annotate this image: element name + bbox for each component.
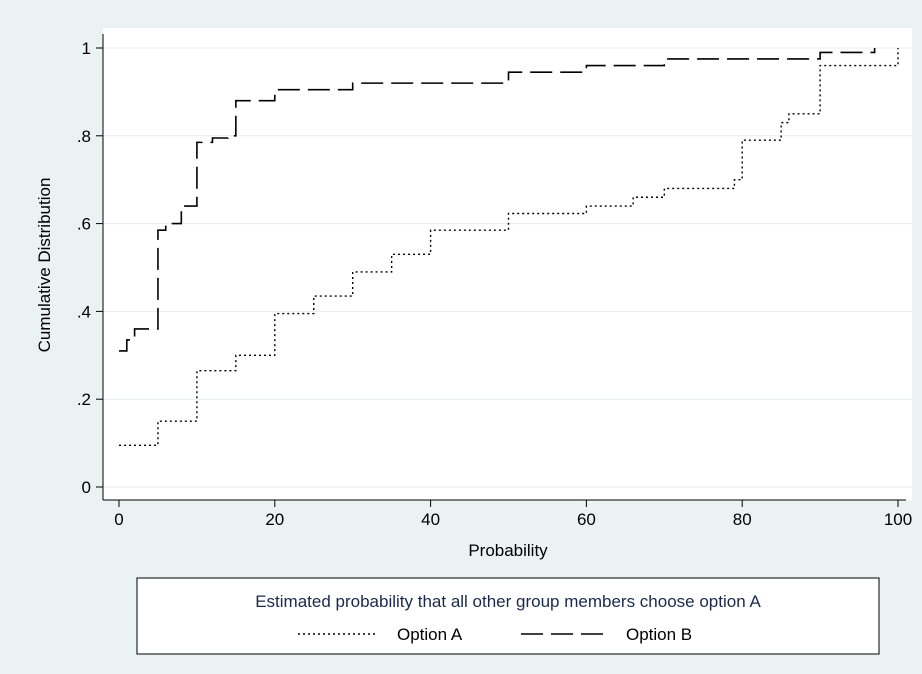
legend: Estimated probability that all other gro… bbox=[136, 577, 880, 655]
y-tick-label-4: .8 bbox=[77, 127, 91, 146]
y-tick-label-2: .4 bbox=[77, 302, 91, 321]
y-tick-label-0: 0 bbox=[82, 478, 91, 497]
axes bbox=[102, 34, 906, 501]
series-line-option-b bbox=[119, 48, 876, 352]
series-line-option-a bbox=[119, 48, 899, 446]
y-tick-label-1: .2 bbox=[77, 390, 91, 409]
y-axis-ticks: 0 .2 .4 .6 .8 1 bbox=[77, 39, 103, 497]
x-tick-label-5: 100 bbox=[884, 510, 912, 529]
legend-label-option-a: Option A bbox=[397, 625, 463, 644]
plot-area bbox=[103, 28, 912, 500]
x-tick-label-1: 20 bbox=[265, 510, 284, 529]
series-layer bbox=[119, 48, 899, 446]
x-axis-title: Probability bbox=[468, 541, 548, 560]
legend-title: Estimated probability that all other gro… bbox=[255, 592, 761, 611]
y-tick-label-3: .6 bbox=[77, 215, 91, 234]
legend-label-option-b: Option B bbox=[626, 625, 692, 644]
y-tick-label-5: 1 bbox=[82, 39, 91, 58]
x-axis-ticks: 0 20 40 60 80 100 bbox=[114, 500, 912, 529]
x-tick-label-4: 80 bbox=[733, 510, 752, 529]
x-tick-label-3: 60 bbox=[577, 510, 596, 529]
y-axis-title: Cumulative Distribution bbox=[35, 178, 54, 353]
x-tick-label-0: 0 bbox=[114, 510, 123, 529]
x-tick-label-2: 40 bbox=[421, 510, 440, 529]
legend-box bbox=[136, 577, 880, 655]
